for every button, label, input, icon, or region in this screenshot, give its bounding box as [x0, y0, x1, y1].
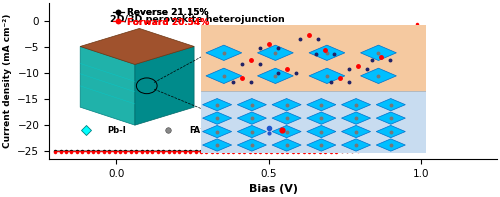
Line: Reverse 21.15%: Reverse 21.15%: [54, 60, 414, 153]
Forward 20.54%: [52, 151, 58, 153]
Text: R: R: [247, 127, 252, 133]
Reverse 21.15%: [198, 150, 204, 152]
Forward 20.54%: [414, 23, 420, 25]
Forward 20.54%: [263, 151, 269, 153]
Reverse 21.15%: [52, 150, 58, 152]
X-axis label: Bias (V): Bias (V): [248, 184, 298, 194]
Forward 20.54%: [138, 151, 144, 153]
Reverse 21.15%: [322, 150, 328, 152]
Forward 20.54%: [376, 145, 382, 147]
Forward 20.54%: [133, 151, 139, 153]
Reverse 21.15%: [408, 61, 414, 63]
Y-axis label: Current density (mA cm⁻²): Current density (mA cm⁻²): [3, 14, 12, 148]
Reverse 21.15%: [133, 150, 139, 152]
Reverse 21.15%: [106, 150, 112, 152]
Text: FA⁺: FA⁺: [190, 126, 205, 135]
Text: R-NH₃⁺: R-NH₃⁺: [296, 126, 328, 135]
Line: Forward 20.54%: Forward 20.54%: [54, 22, 418, 153]
Reverse 21.15%: [214, 150, 220, 152]
Legend: Reverse 21.15%, Forward 20.54%: Reverse 21.15%, Forward 20.54%: [112, 7, 210, 28]
Text: 2D/3D perovskite heterojunction: 2D/3D perovskite heterojunction: [110, 15, 284, 24]
Text: Pb-I: Pb-I: [107, 126, 126, 135]
Forward 20.54%: [404, 99, 409, 101]
Reverse 21.15%: [387, 137, 393, 139]
Forward 20.54%: [258, 151, 264, 153]
